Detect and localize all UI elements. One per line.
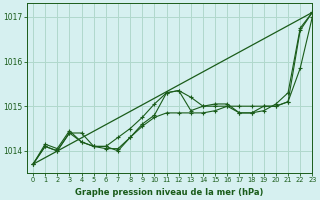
X-axis label: Graphe pression niveau de la mer (hPa): Graphe pression niveau de la mer (hPa)	[76, 188, 264, 197]
